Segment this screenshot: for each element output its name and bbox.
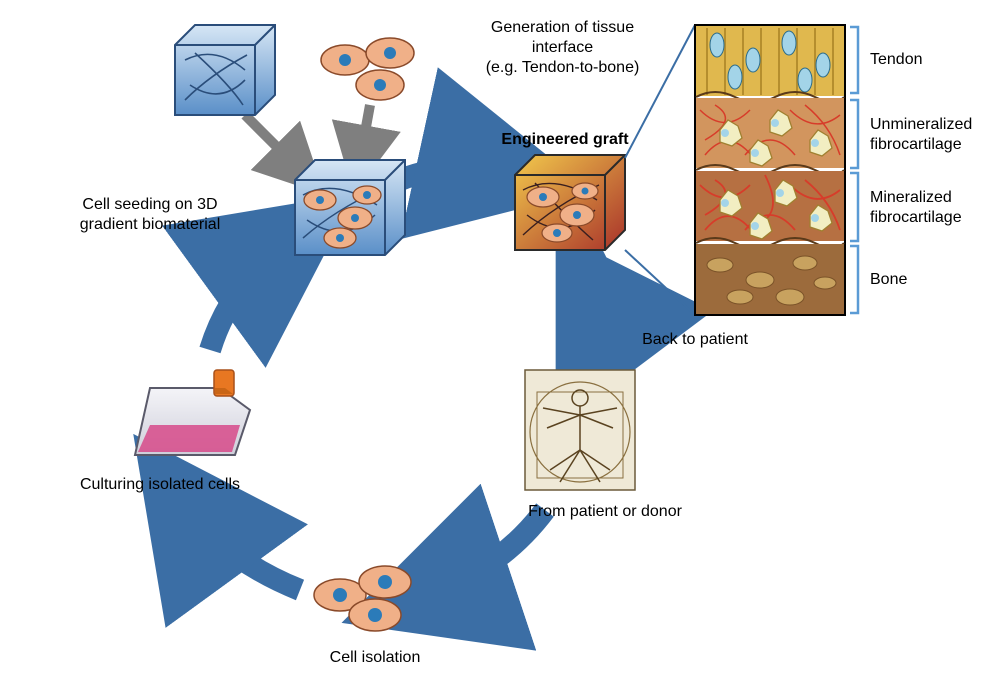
biomaterial-scaffold-icon <box>175 25 275 115</box>
label-generation-interface: Generation of tissue interface (e.g. Ten… <box>445 18 680 78</box>
layer-label-mineralized: Mineralized fibrocartilage <box>870 188 962 228</box>
label-cell-seeding: Cell seeding on 3D gradient biomaterial <box>45 195 255 235</box>
layer-label-tendon: Tendon <box>870 50 923 70</box>
arrow-isolation-to-culturing <box>185 505 300 590</box>
arrow-biomaterial-to-seed <box>245 115 300 170</box>
arrow-cells-to-seed <box>360 105 370 160</box>
label-back-to-patient: Back to patient <box>620 330 770 350</box>
arrow-seed-to-graft <box>400 168 505 181</box>
engineered-graft-icon <box>515 155 625 250</box>
patient-icon <box>525 370 635 490</box>
diagram-svg <box>0 0 995 693</box>
culture-flask-icon <box>135 370 250 455</box>
tissue-interface-panel <box>695 25 845 315</box>
arrow-culturing-to-seed <box>210 245 285 350</box>
arrow-patient-to-isolation <box>425 510 545 595</box>
diagram-canvas: Cell seeding on 3D gradient biomaterial … <box>0 0 995 693</box>
callout-line-bottom <box>625 250 695 315</box>
layer-label-unmineralized: Unmineralized fibrocartilage <box>870 115 972 155</box>
layer-label-bone: Bone <box>870 270 907 290</box>
label-from-patient: From patient or donor <box>495 502 715 522</box>
arrow-graft-to-patient <box>590 250 606 350</box>
label-cell-isolation: Cell isolation <box>300 648 450 668</box>
seeded-scaffold-icon <box>295 160 405 255</box>
tissue-brackets <box>850 27 858 313</box>
cell-isolation-icon <box>314 566 411 631</box>
cells-input-icon <box>321 38 414 100</box>
label-engineered-graft: Engineered graft <box>490 130 640 150</box>
label-culturing: Culturing isolated cells <box>45 475 275 495</box>
